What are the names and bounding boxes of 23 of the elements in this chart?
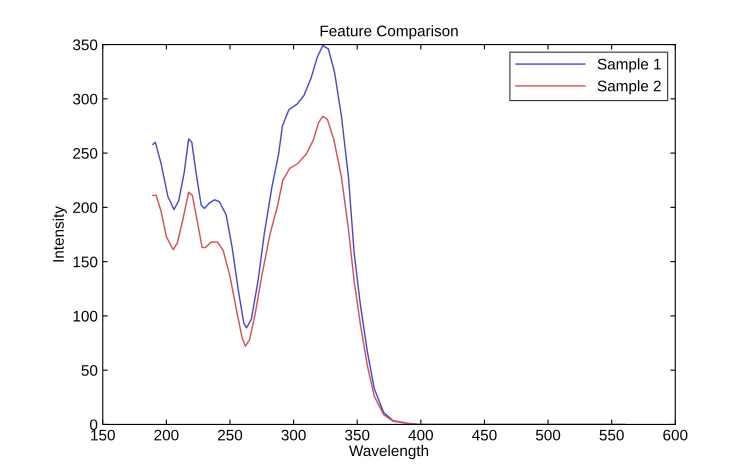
legend-label: Sample 1 <box>598 58 661 73</box>
x-tick-label: 300 <box>281 430 306 441</box>
y-tick-label: 50 <box>82 365 98 376</box>
y-tick-label: 200 <box>73 202 98 214</box>
y-tick-label: 100 <box>74 310 98 322</box>
x-tick-label: 250 <box>218 430 242 441</box>
x-tick-label: 400 <box>408 430 433 441</box>
x-tick-label: 500 <box>536 430 560 441</box>
x-tick-label: 350 <box>345 430 370 441</box>
y-tick-label: 350 <box>72 39 98 50</box>
chart-title: Feature Comparison <box>320 25 458 40</box>
x-tick-label: 600 <box>663 430 688 441</box>
x-tick-label: 200 <box>154 430 179 441</box>
x-tick-label: 150 <box>91 430 115 441</box>
y-tick-label: 250 <box>73 148 98 159</box>
legend-label: Sample 2 <box>598 80 661 94</box>
y-tick-label: 0 <box>90 419 98 430</box>
y-tick-label: 150 <box>74 256 98 268</box>
y-axis-title: Intensity <box>52 206 67 262</box>
x-tick-label: 450 <box>472 430 497 441</box>
x-tick-label: 550 <box>600 430 624 441</box>
x-axis-title: Wavelength <box>349 444 428 460</box>
y-tick-label: 300 <box>72 94 98 105</box>
